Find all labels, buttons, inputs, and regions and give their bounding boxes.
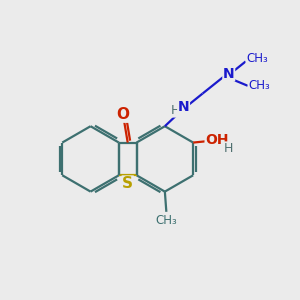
Text: O: O	[116, 107, 129, 122]
Text: N: N	[178, 100, 189, 114]
Text: CH₃: CH₃	[246, 52, 268, 65]
Text: H: H	[223, 142, 232, 155]
Text: H: H	[171, 104, 181, 117]
Text: CH₃: CH₃	[155, 214, 177, 226]
Text: CH₃: CH₃	[248, 79, 270, 92]
Text: S: S	[122, 176, 133, 191]
Text: OH: OH	[205, 133, 229, 147]
Text: N: N	[223, 67, 235, 81]
